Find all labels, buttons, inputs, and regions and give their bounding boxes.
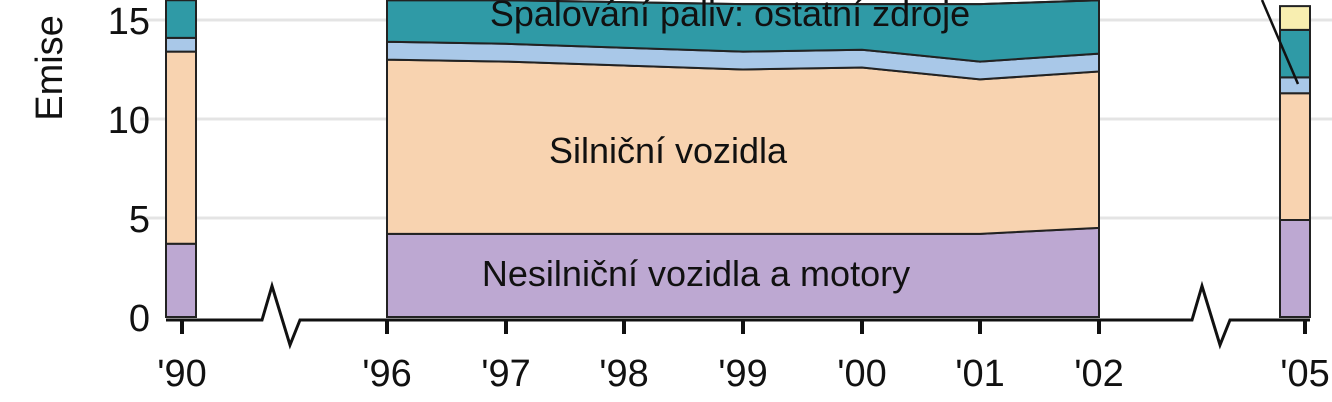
leader-line (1260, 0, 1300, 85)
annotations: Spalování paliv: ostatní zdroje Silniční … (482, 0, 970, 294)
x-tick-label-8: '05 (1280, 353, 1330, 395)
x-axis-ticks: '90 '96 '97 '98 '99 '00 '01 '02 '05 (157, 320, 1330, 395)
stacked-areas (165, 0, 1311, 318)
x-tick-label-2: '97 (481, 353, 531, 395)
area-4-segment-1 (387, 0, 1100, 6)
x-tick-label-4: '99 (718, 353, 768, 395)
y-tick-label-0: 0 (129, 298, 150, 340)
x-tick-label-3: '98 (599, 353, 649, 395)
y-axis-ticks: 0 5 10 15 (108, 1, 150, 340)
area-1-segment-2 (1279, 92, 1311, 221)
annotation-0: Spalování paliv: ostatní zdroje (490, 0, 970, 34)
annotation-2: Nesilniční vozidla a motory (482, 253, 910, 294)
x-tick-label-7: '02 (1074, 353, 1124, 395)
y-tick-label-3: 15 (108, 1, 150, 43)
area-4-segment-2 (1279, 5, 1311, 31)
x-tick-label-1: '96 (362, 353, 412, 395)
area-0-segment-2 (1279, 218, 1311, 318)
y-tick-label-2: 10 (108, 100, 150, 142)
x-tick-label-6: '01 (955, 353, 1005, 395)
area-3-segment-0 (165, 0, 197, 39)
y-axis-label: Emise (29, 15, 71, 121)
x-tick-label-0: '90 (157, 353, 207, 395)
y-tick-label-1: 5 (129, 199, 150, 241)
x-tick-label-5: '00 (837, 353, 887, 395)
area-1-segment-0 (165, 50, 197, 245)
area-0-segment-0 (165, 242, 197, 318)
annotation-1: Silniční vozidla (549, 130, 788, 171)
area-2-segment-0 (165, 36, 197, 53)
